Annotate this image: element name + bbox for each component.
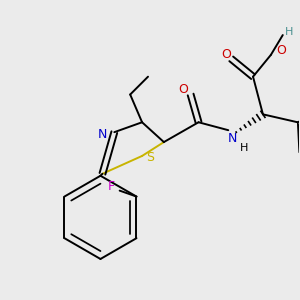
Polygon shape [298, 122, 300, 153]
Text: H: H [284, 27, 293, 37]
Text: O: O [276, 44, 286, 57]
Text: N: N [98, 128, 107, 141]
Text: O: O [178, 83, 188, 96]
Text: N: N [227, 132, 237, 145]
Text: O: O [221, 48, 231, 62]
Text: F: F [108, 180, 115, 193]
Text: S: S [146, 152, 154, 164]
Text: H: H [240, 143, 248, 153]
